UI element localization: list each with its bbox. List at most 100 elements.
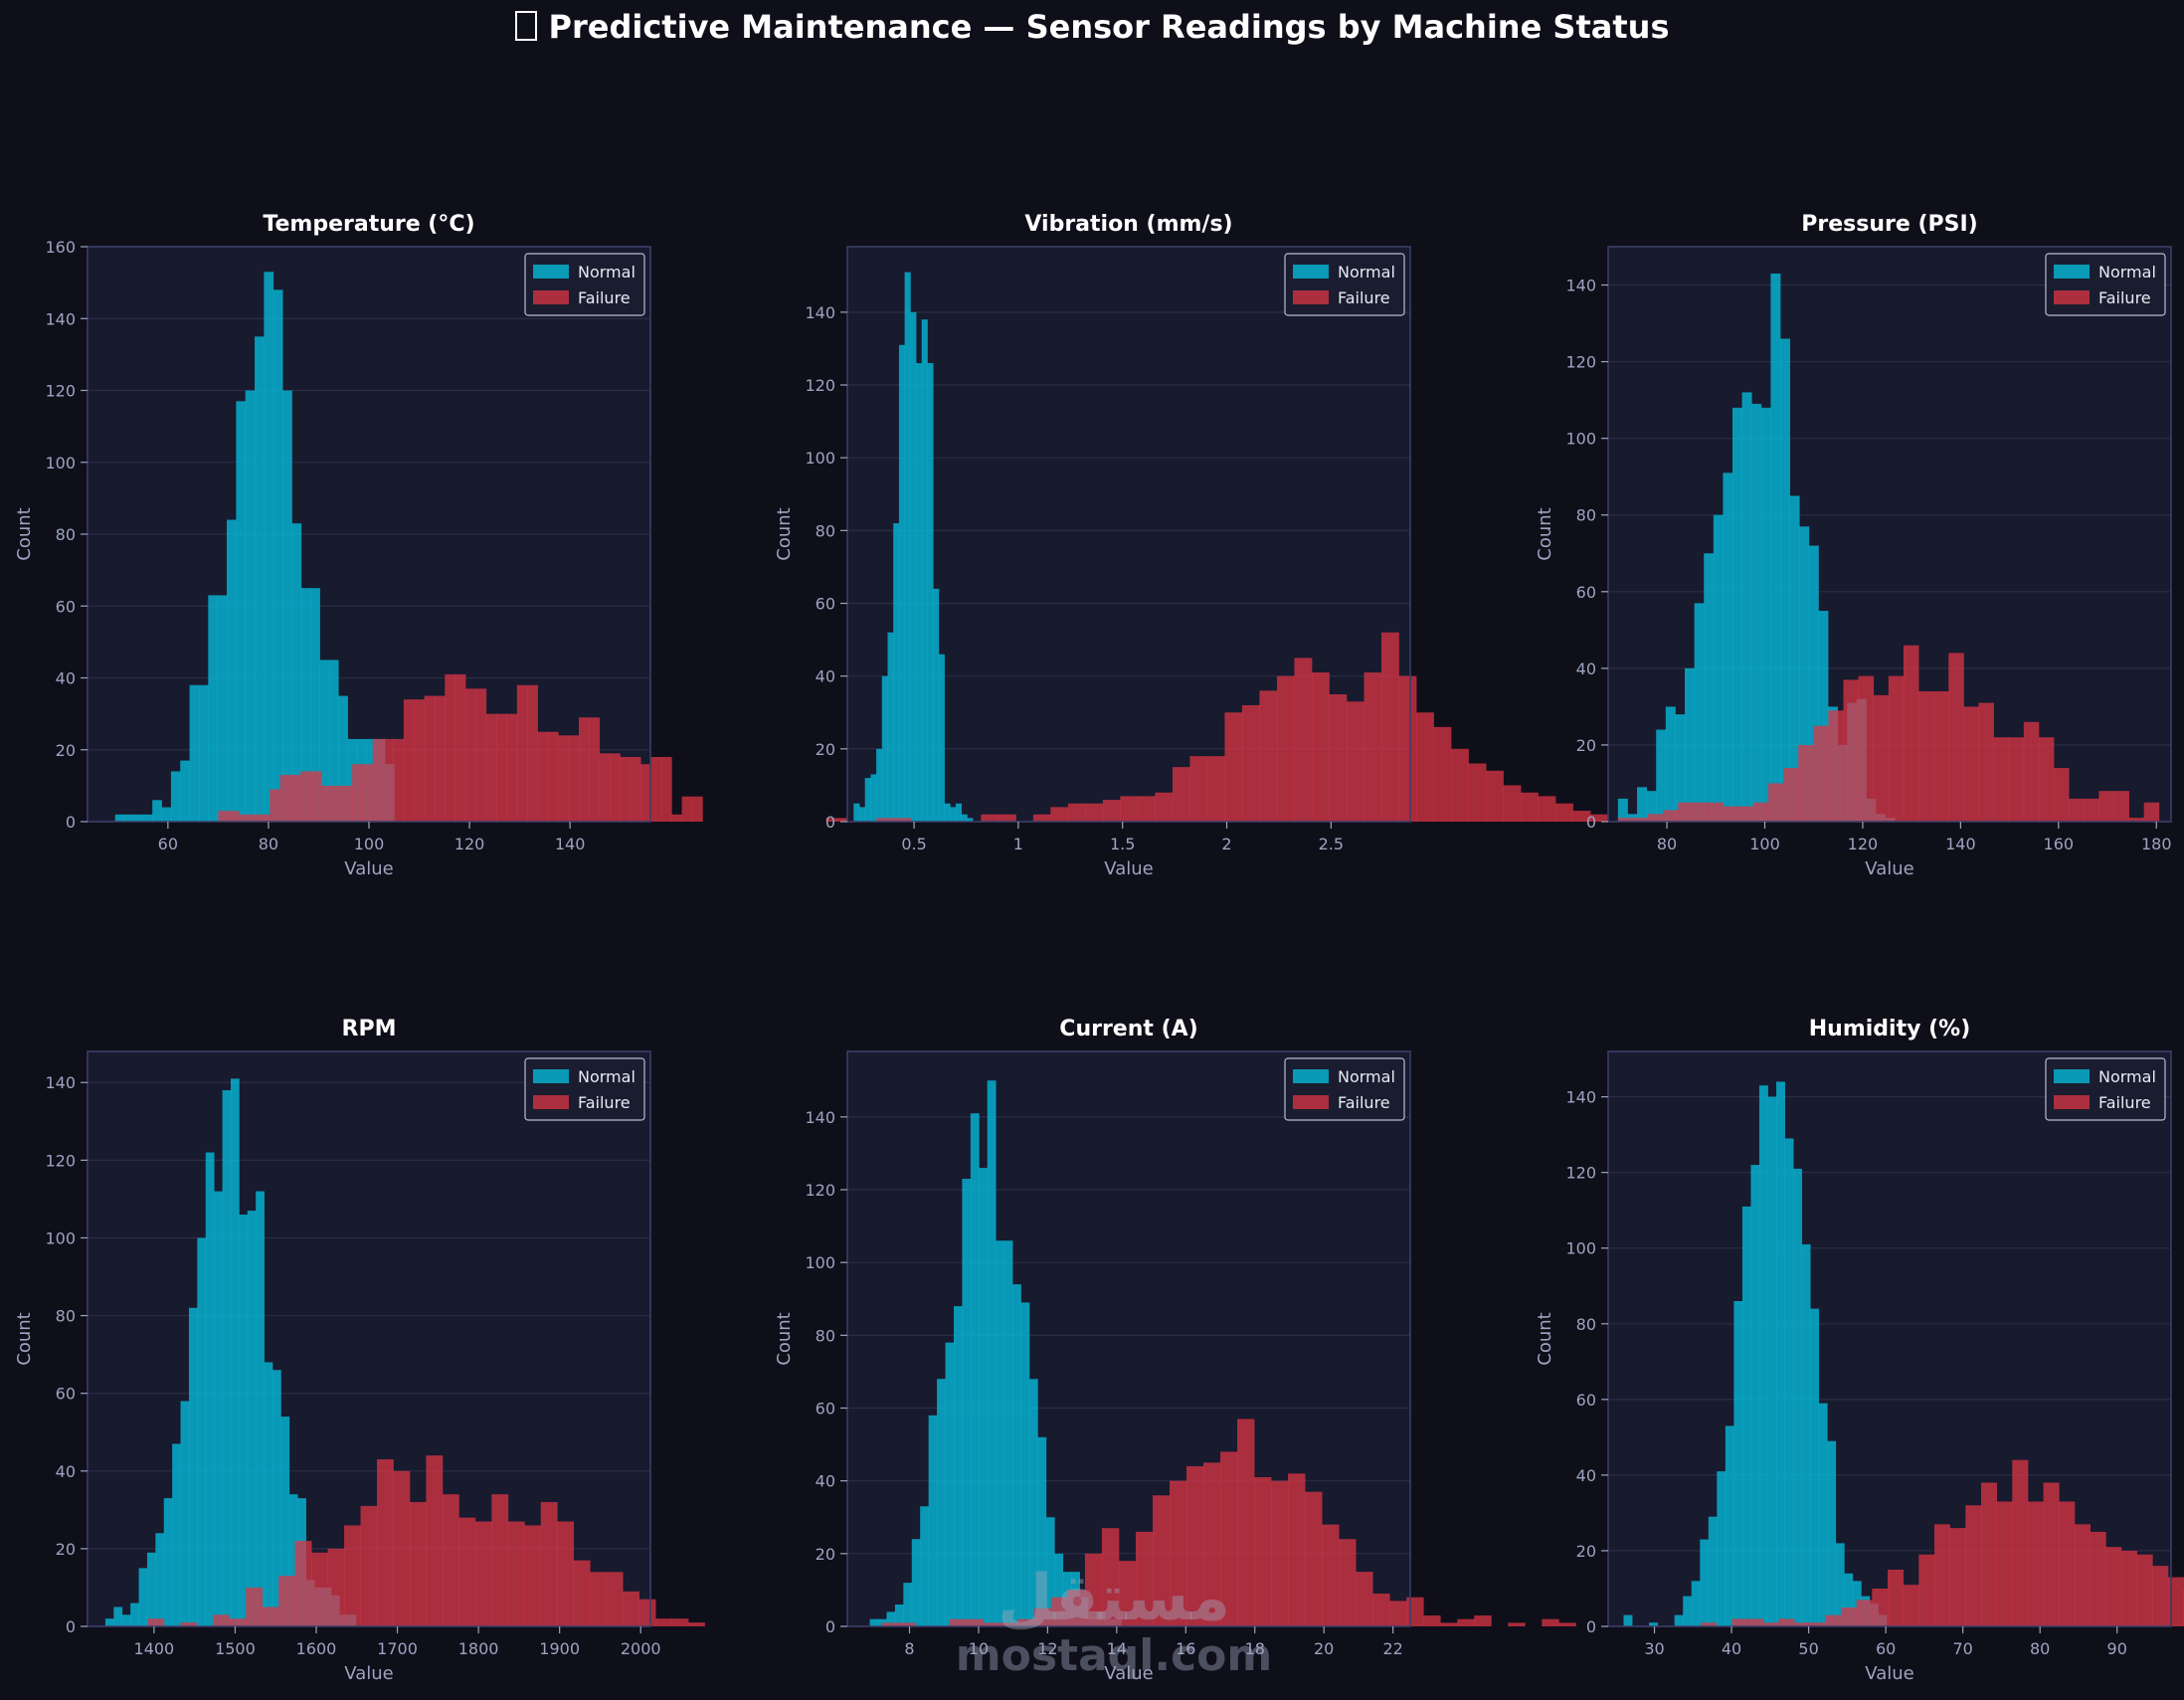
y-tick-label: 80 [56,1307,76,1326]
failure-bar [278,1576,296,1626]
y-tick-label: 100 [1565,1239,1596,1258]
normal-bar [979,1168,989,1626]
normal-bar [1818,611,1829,822]
y-tick-label: 100 [1565,430,1596,449]
failure-bar [458,1517,476,1626]
legend-swatch [533,1095,569,1109]
normal-bar [197,1237,207,1626]
normal-bar [961,814,968,822]
failure-bar [2054,768,2070,822]
failure-bar [1189,756,1208,822]
failure-bar [2027,1501,2045,1626]
normal-bar [1617,798,1628,822]
failure-bar [681,796,693,822]
failure-bar [1708,802,1725,822]
normal-bar [898,344,906,822]
normal-bar [886,1611,896,1626]
failure-bar [1542,1618,1559,1626]
x-axis-label: Value [1865,1663,1913,1684]
y-tick-label: 0 [1586,1617,1596,1636]
failure-bar [1276,675,1295,822]
normal-bar [1770,273,1781,822]
failure-bar [147,1618,165,1626]
normal-bar [1793,1168,1803,1626]
failure-bar [1440,1622,1458,1626]
failure-bar [1155,792,1174,822]
legend-entry-normal: Normal [2098,263,2156,282]
failure-bar [491,1494,509,1626]
normal-bar [1725,1425,1734,1626]
normal-bar [1675,714,1686,822]
failure-bar [1380,632,1399,822]
normal-bar [1760,407,1771,822]
normal-bar [247,1211,257,1626]
failure-bar [414,699,425,822]
failure-bar [1996,1501,2013,1626]
failure-bar [496,713,507,822]
failure-bar [213,1614,231,1626]
failure-bar [835,818,847,822]
y-tick-label: 120 [1565,1164,1596,1183]
failure-bar [1423,1615,1441,1626]
x-tick-label: 60 [1876,1639,1896,1658]
normal-bar [987,1080,997,1626]
x-tick-label: 100 [1749,835,1780,853]
x-tick-label: 1.5 [1110,835,1135,853]
failure-bar [516,684,528,822]
normal-bar [104,1618,114,1626]
normal-bar [864,778,871,822]
failure-bar [1389,1601,1407,1626]
failure-bar [1322,1524,1340,1626]
failure-bar [360,1505,378,1626]
y-axis-label: Count [774,507,795,560]
normal-bar [933,588,940,822]
failure-bar [590,1572,608,1626]
y-tick-label: 0 [66,1617,76,1636]
normal-bar [927,363,934,822]
normal-bar [1789,495,1800,822]
failure-bar [2167,1577,2184,1626]
normal-bar [858,807,866,822]
normal-bar [255,336,265,822]
normal-bar [1784,1138,1794,1626]
normal-bar [1037,1436,1047,1626]
normal-bar [1750,1165,1760,1626]
y-tick-label: 20 [56,1540,76,1559]
normal-bar [1637,787,1648,822]
normal-bar [256,1191,265,1626]
y-tick-label: 0 [825,813,835,832]
normal-bar [338,695,348,822]
failure-bar [1050,807,1069,822]
y-tick-label: 80 [56,525,76,544]
y-tick-label: 60 [1576,1391,1596,1410]
normal-bar [996,1240,1004,1626]
failure-bar [568,735,580,822]
x-axis-label: Value [344,858,393,879]
chart-current-a: 8 10 12 14 16 18 20 22 0 20 40 60 80 100 120 140 Current… [774,1017,1576,1684]
failure-bar [331,785,343,822]
watermark-logo: مستقل [997,1562,1232,1635]
normal-bar [1649,1622,1659,1626]
failure-bar [547,731,559,822]
failure-bar [1572,811,1591,822]
failure-bar [506,713,518,822]
normal-bar [188,1307,198,1626]
failure-bar [1152,1495,1171,1626]
normal-bar [869,1618,879,1626]
y-axis-label: Count [1535,1312,1555,1365]
normal-bar [1713,514,1724,822]
normal-bar [887,632,894,822]
y-tick-label: 140 [1565,277,1596,295]
failure-bar [1485,770,1504,822]
y-axis-label: Count [14,1312,35,1365]
failure-bar [434,695,446,822]
y-tick-label: 20 [1576,1542,1596,1561]
failure-bar [1271,1480,1289,1626]
legend-swatch [533,290,569,304]
plot-frame [1607,1050,2172,1627]
failure-bar [455,673,466,822]
x-tick-label: 50 [1798,1639,1818,1658]
failure-bar [2043,1482,2060,1626]
failure-bar [311,1552,328,1626]
failure-bar [2128,818,2145,822]
